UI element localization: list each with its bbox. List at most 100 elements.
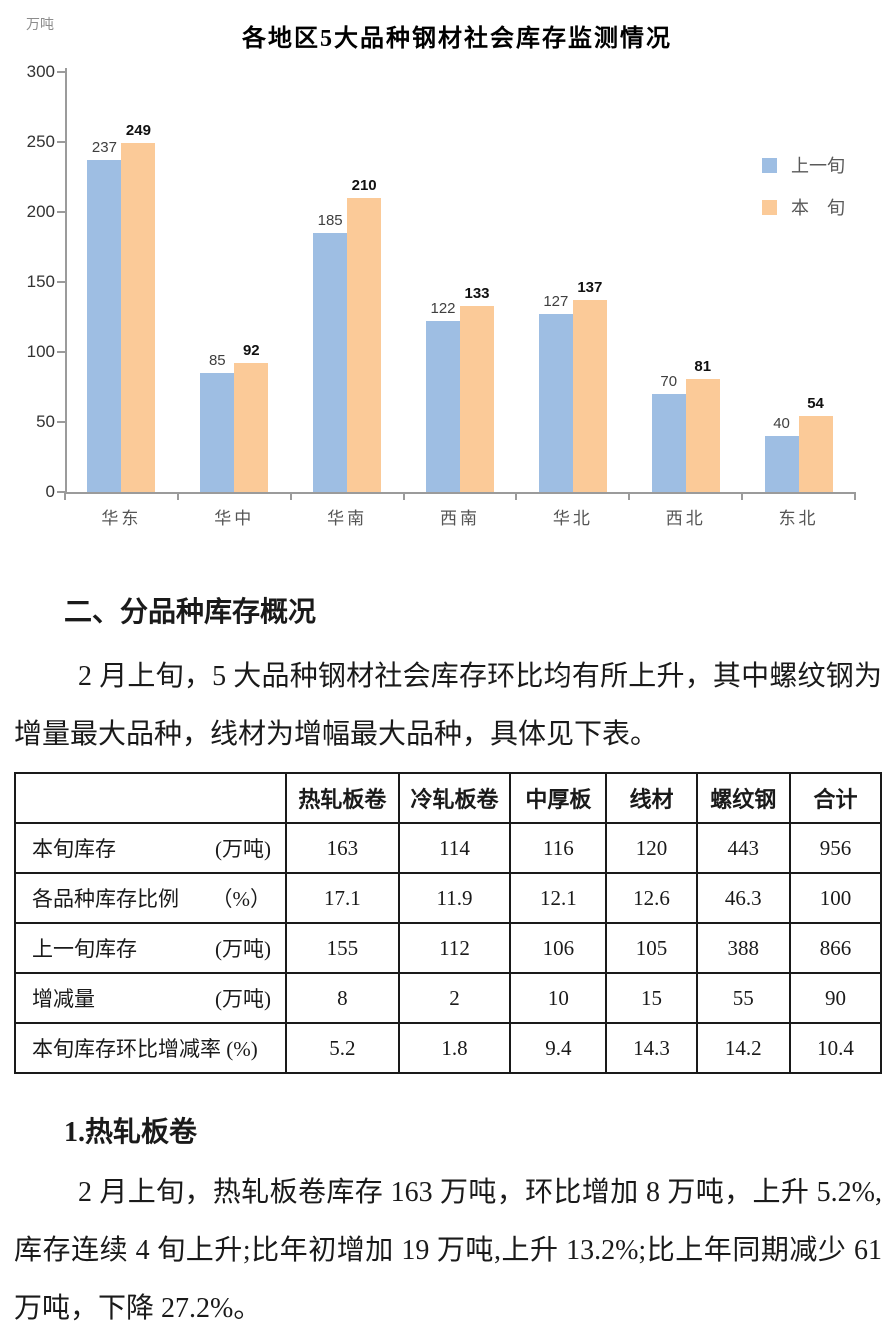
bar-value-label: 249 [125, 122, 151, 140]
row-label: 各品种库存比例 [32, 887, 179, 911]
table-value-cell: 90 [789, 972, 882, 1024]
table-value-cell: 956 [789, 822, 882, 874]
table-value-cell: 12.1 [509, 872, 608, 924]
section-heading: 二、分品种库存概况 [64, 597, 317, 628]
table-value-cell: 114 [397, 822, 512, 874]
y-tick-mark [57, 281, 65, 283]
table-value-cell: 14.3 [605, 1022, 698, 1074]
bar-value-label: 81 [694, 357, 712, 375]
bar-value-label: 70 [660, 373, 678, 390]
y-axis-line [65, 68, 67, 492]
category-label-6: 东北 [778, 509, 819, 528]
category-label-1: 华中 [214, 509, 255, 528]
y-tick-mark [57, 141, 65, 143]
table-value-cell: 116 [509, 822, 608, 874]
y-tick-label: 150 [26, 272, 55, 291]
table-header-3: 中厚板 [509, 772, 608, 824]
table-value-cell: 46.3 [695, 872, 792, 924]
table-value-cell: 12.6 [605, 872, 698, 924]
row-unit: (万吨) [215, 837, 272, 861]
row-label-cell: 上一旬库存 (万吨) [13, 922, 288, 974]
row-label-cell: 本旬库存环比增减率 (%) [13, 1022, 288, 1074]
table-value-cell: 100 [789, 872, 882, 924]
x-tick-mark [515, 492, 518, 500]
bar-current-0 [121, 143, 156, 492]
x-tick-mark [176, 492, 179, 500]
table-value-cell: 11.9 [397, 872, 512, 924]
bar-value-label: 127 [543, 293, 569, 311]
table-row-0: 本旬库存 (万吨) 163 114 116 120 443 956 [13, 822, 882, 874]
bar-value-label: 133 [464, 284, 490, 302]
bar-previous-5 [651, 394, 686, 492]
table-value-cell: 106 [509, 922, 608, 974]
table-header-5: 螺纹钢 [695, 772, 792, 824]
table-value-cell: 1.8 [397, 1022, 512, 1074]
row-label: 本旬库存 [32, 837, 116, 861]
table-value-cell: 120 [605, 822, 698, 874]
table-value-cell: 388 [695, 922, 792, 974]
x-axis-line [65, 492, 855, 494]
table-row-3: 增减量 (万吨) 8 2 10 15 55 90 [13, 972, 882, 1024]
x-tick-mark [64, 492, 66, 500]
bar-value-label: 54 [807, 395, 824, 413]
table-header-empty [13, 772, 288, 824]
legend-swatch-orange [762, 199, 777, 215]
category-label-5: 西北 [665, 509, 706, 528]
table-row-2: 上一旬库存 (万吨) 155 112 106 105 388 866 [13, 922, 882, 974]
table-header-2: 冷轧板卷 [397, 772, 512, 824]
row-label-cell: 各品种库存比例 （%） [13, 872, 288, 924]
variety-inventory-table: 热轧板卷 冷轧板卷 中厚板 线材 螺纹钢 合计 本旬库存 (万吨) 163 114 116 120 4… [13, 772, 882, 1074]
table-value-cell: 5.2 [285, 1022, 400, 1074]
y-tick-mark [57, 351, 65, 353]
table-value-cell: 866 [789, 922, 882, 974]
bar-value-label: 92 [242, 342, 260, 360]
x-tick-mark [289, 492, 292, 500]
category-label-2: 华南 [327, 509, 368, 528]
row-label: 本旬库存环比增减率 (%) [32, 1037, 258, 1061]
bar-value-label: 40 [773, 415, 790, 432]
x-tick-mark [854, 492, 856, 500]
y-tick-label: 300 [26, 62, 55, 81]
table-row-4: 本旬库存环比增减率 (%) 5.2 1.8 9.4 14.3 14.2 10.4 [13, 1022, 882, 1074]
y-tick-label: 100 [26, 342, 55, 361]
table-value-cell: 9.4 [509, 1022, 608, 1074]
section-paragraph: 2 月上旬，5 大品种钢材社会库存环比均有所上升，其中螺纹钢为增量最大品种，线材… [14, 661, 882, 750]
subsection-heading: 1.热轧板卷 [64, 1117, 198, 1148]
row-label: 上一旬库存 [32, 937, 137, 961]
table-value-cell: 15 [605, 972, 698, 1024]
bar-previous-4 [538, 314, 573, 492]
table-value-cell: 105 [605, 922, 698, 974]
category-label-4: 华北 [552, 509, 593, 528]
legend-swatch-blue [762, 157, 777, 173]
subsection-paragraph: 2 月上旬，热轧板卷库存 163 万吨，环比增加 8 万吨，上升 5.2%,库存… [14, 1177, 882, 1324]
table-value-cell: 17.1 [285, 872, 400, 924]
y-tick-mark [57, 491, 65, 493]
bar-value-label: 237 [91, 139, 117, 157]
legend-item-current-period: 本 旬 [762, 194, 845, 220]
bar-value-label: 85 [208, 352, 226, 369]
y-tick-label: 0 [45, 482, 55, 501]
bar-value-label: 122 [430, 300, 456, 318]
legend-label-current-period: 本 旬 [791, 198, 845, 218]
bar-current-1 [234, 363, 269, 492]
table-value-cell: 112 [397, 922, 512, 974]
row-label-cell: 本旬库存 (万吨) [13, 822, 288, 874]
bar-previous-0 [87, 160, 122, 492]
x-tick-mark [741, 492, 744, 500]
bar-current-2 [347, 198, 382, 492]
y-tick-mark [57, 71, 65, 73]
bar-value-label: 185 [317, 212, 343, 229]
category-label-3: 西南 [440, 509, 480, 528]
row-unit: （%） [211, 887, 272, 911]
row-unit: (万吨) [215, 987, 272, 1011]
x-tick-mark [628, 492, 631, 500]
y-tick-mark [57, 421, 65, 423]
bar-current-5 [685, 378, 720, 492]
bar-previous-1 [200, 373, 235, 492]
table-value-cell: 163 [285, 822, 400, 874]
table-header-6: 合计 [789, 772, 882, 824]
chart-title: 各地区5大品种钢材社会库存监测情况 [242, 26, 672, 52]
bar-previous-2 [313, 233, 348, 492]
y-tick-label: 250 [26, 132, 55, 151]
